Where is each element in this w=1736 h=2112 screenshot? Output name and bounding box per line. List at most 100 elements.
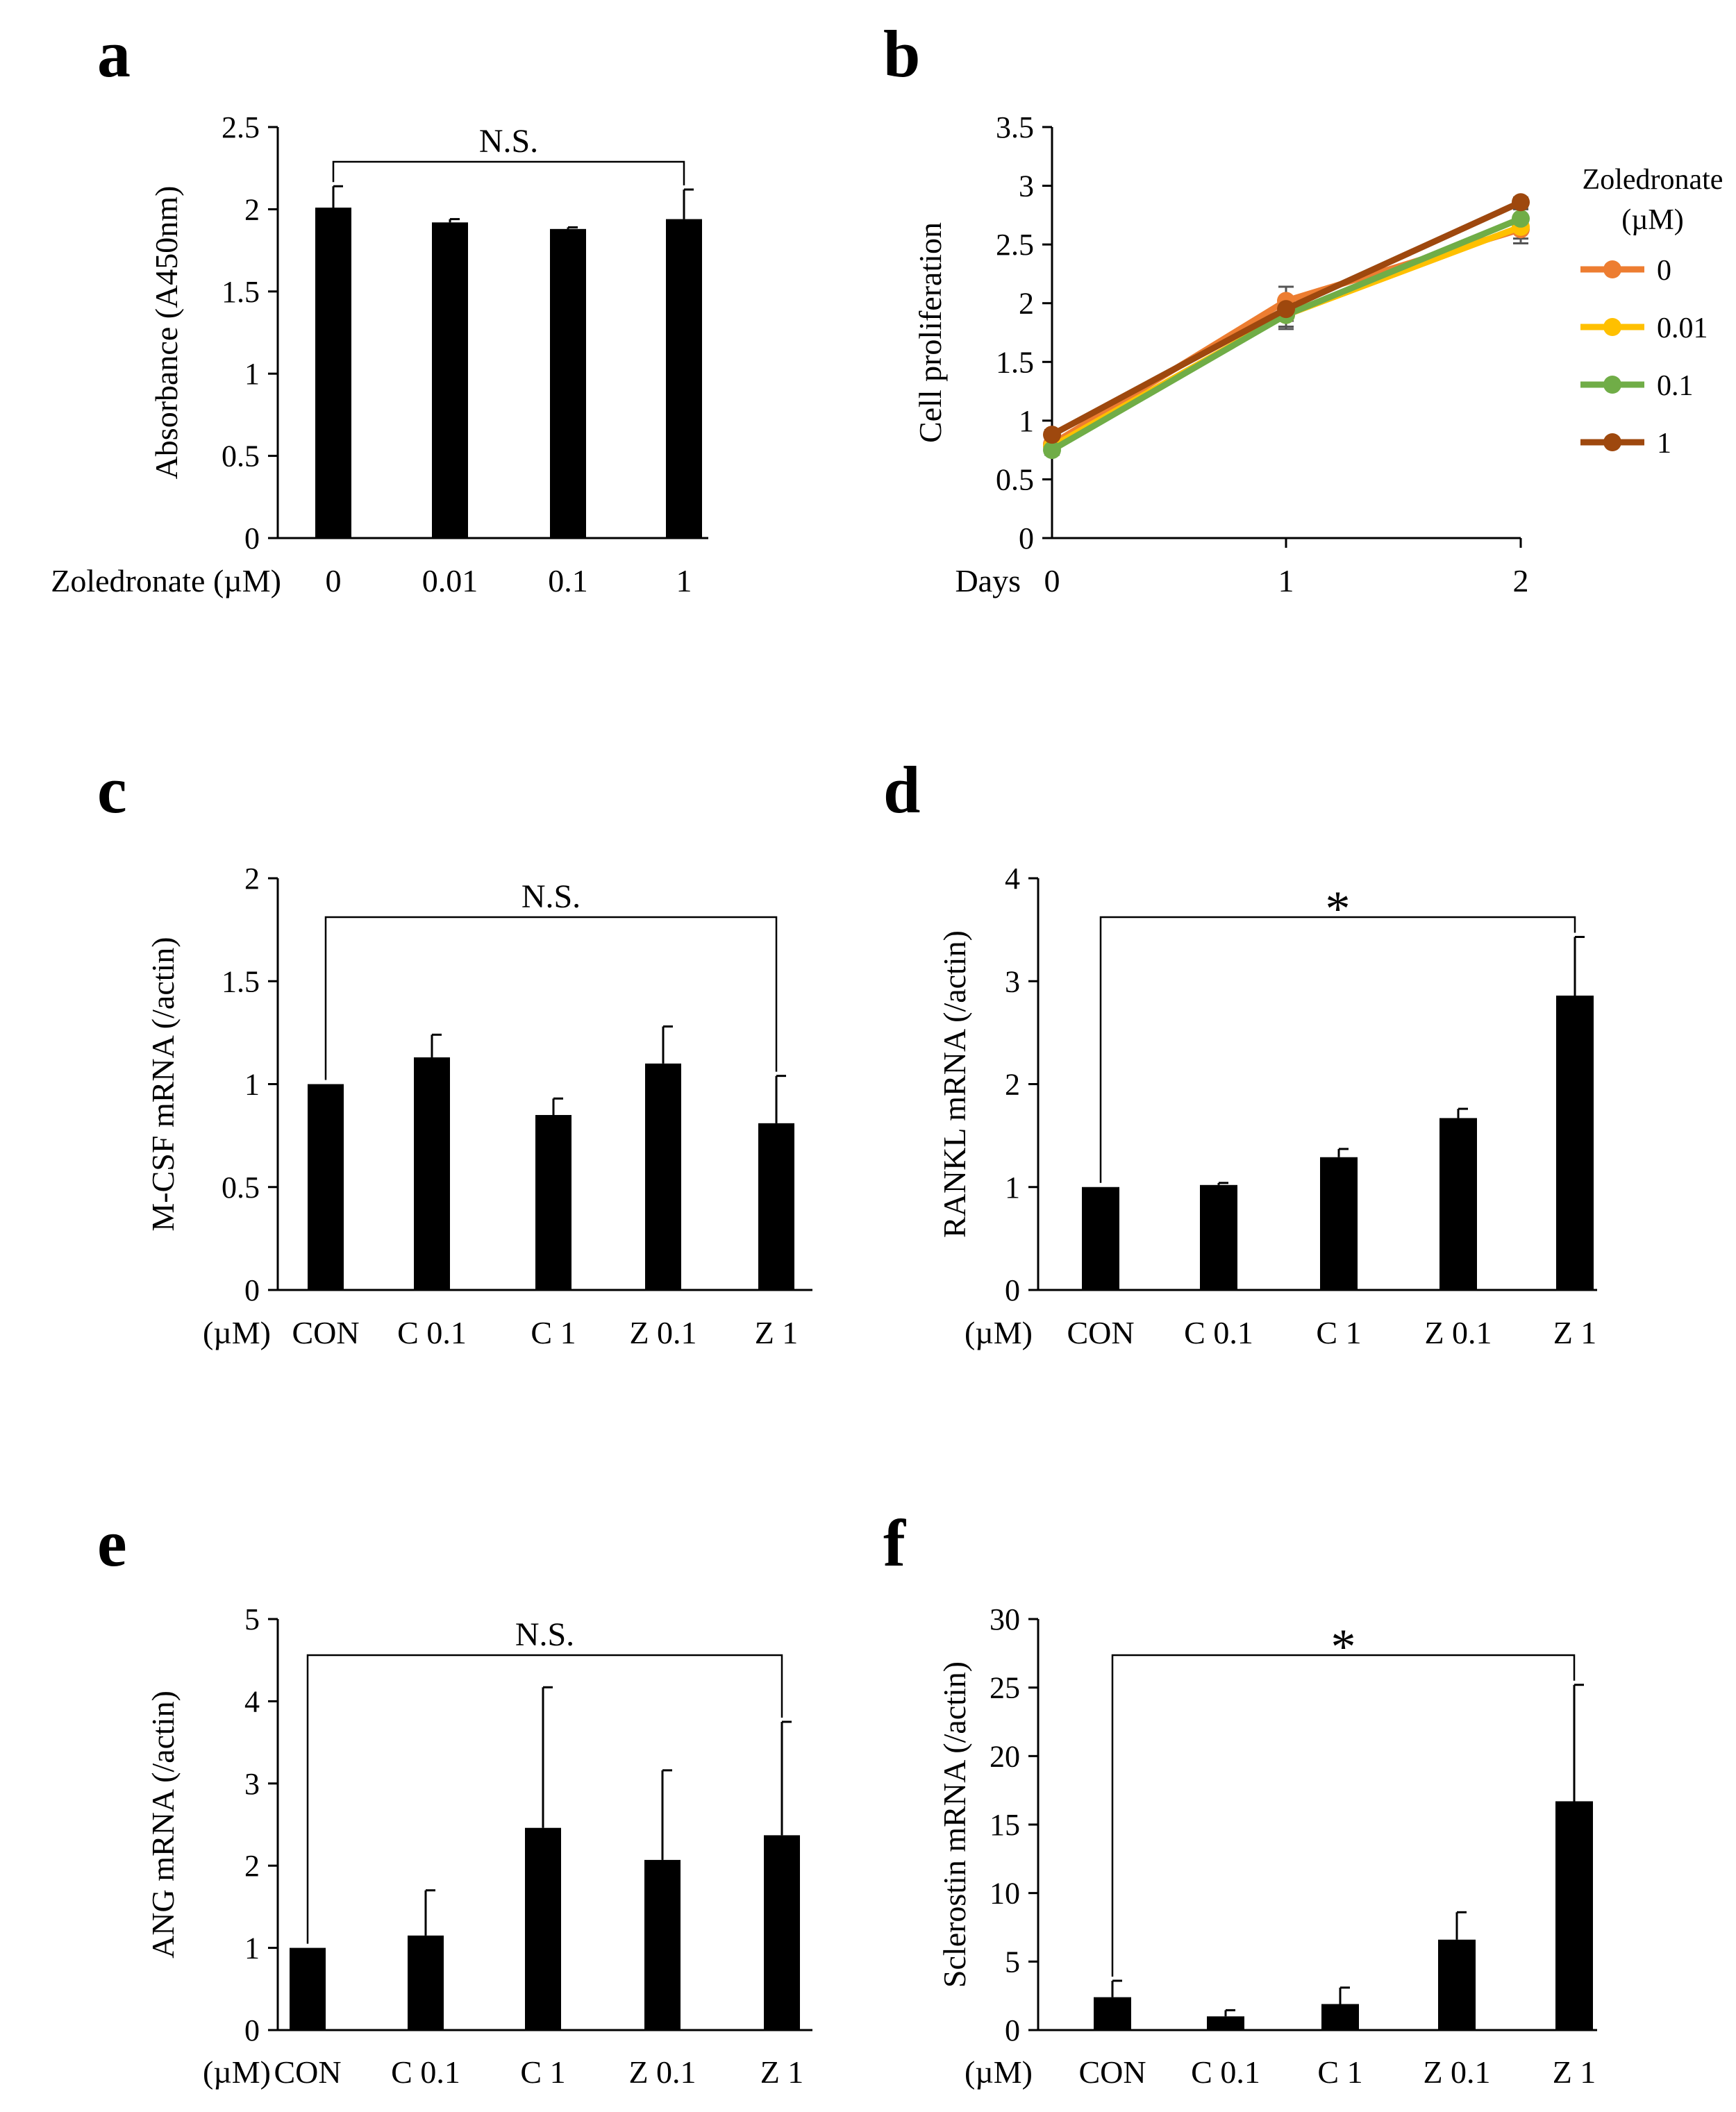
x-tick-label: CON — [292, 1315, 359, 1350]
legend-label: 0 — [1657, 255, 1671, 287]
bar — [1320, 1157, 1358, 1290]
x-axis-title: Zoledronate (µM) — [51, 563, 281, 598]
x-axis-title: (µM) — [203, 1315, 271, 1350]
x-tick-label: 1 — [676, 563, 692, 598]
panel-label: a — [97, 17, 131, 91]
bar — [408, 1935, 444, 2030]
bar — [1082, 1187, 1119, 1290]
legend-label: 1 — [1657, 428, 1671, 460]
x-tick-label: 0.01 — [422, 563, 478, 598]
data-point — [1512, 193, 1530, 212]
x-tick-label: CON — [1067, 1315, 1134, 1350]
y-axis-title: Sclerostin mRNA (/actin) — [937, 1661, 972, 1988]
bar — [1321, 2004, 1359, 2030]
significance-bracket — [306, 1654, 783, 1944]
bar — [644, 1859, 681, 2030]
y-tick-label: 0 — [244, 2013, 260, 2047]
significance-label: * — [1331, 1619, 1356, 1675]
x-tick-label: Z 1 — [1553, 2054, 1596, 2090]
bar — [1200, 1184, 1237, 1290]
bar — [666, 219, 702, 538]
y-tick-label: 0 — [1005, 2013, 1020, 2047]
legend-marker — [1603, 318, 1621, 336]
y-tick-label: 5 — [1005, 1945, 1020, 1979]
significance-label: N.S. — [521, 878, 581, 915]
x-axis-title: (µM) — [965, 1315, 1033, 1350]
x-tick-label: 0 — [326, 563, 342, 598]
x-tick-label: 1 — [1278, 563, 1294, 598]
x-tick-label: 0.1 — [548, 563, 588, 598]
y-tick-label: 0.5 — [996, 462, 1034, 496]
x-axis-title: (µM) — [965, 2054, 1033, 2090]
x-tick-label: C 1 — [531, 1315, 576, 1350]
data-point — [1277, 300, 1295, 319]
x-tick-label: CON — [274, 2054, 341, 2090]
significance-label: * — [1326, 881, 1351, 937]
x-tick-label: C 0.1 — [1184, 1315, 1253, 1350]
x-tick-label: Z 0.1 — [1424, 1315, 1492, 1350]
bar — [645, 1063, 681, 1290]
legend-marker — [1603, 433, 1621, 451]
panel-label: f — [883, 1506, 906, 1580]
y-axis-title: ANG mRNA (/actin) — [145, 1691, 181, 1959]
y-tick-label: 2.5 — [996, 228, 1034, 262]
y-tick-label: 0 — [244, 521, 260, 555]
data-point — [1043, 441, 1061, 460]
y-axis-title: Cell proliferation — [912, 222, 948, 443]
y-tick-label: 0.5 — [222, 439, 260, 473]
y-tick-label: 2 — [244, 862, 260, 896]
panel-a: a 0 0.5 1 1.5 2 2.5 Absorbance (A450nm) 0 0.01 0.1… — [51, 17, 708, 598]
bar — [1207, 2016, 1244, 2030]
y-tick-label: 20 — [990, 1739, 1020, 1773]
y-tick-label: 1 — [244, 1068, 260, 1102]
bar — [535, 1114, 571, 1290]
legend-marker — [1603, 376, 1621, 394]
bar — [758, 1123, 794, 1290]
x-tick-label: C 1 — [520, 2054, 565, 2090]
y-tick-label: 0 — [1019, 521, 1034, 555]
y-tick-label: 2 — [244, 192, 260, 226]
x-tick-label: C 0.1 — [391, 2054, 460, 2090]
significance-bracket — [1099, 916, 1576, 1183]
y-tick-label: 5 — [244, 1602, 260, 1636]
bar — [525, 1827, 561, 2030]
x-axis-title: Days — [955, 563, 1021, 598]
panel-label: c — [97, 753, 127, 827]
y-tick-label: 2.5 — [222, 110, 260, 144]
legend: Zoledronate (µM) 0 0.01 0.1 1 — [1580, 164, 1723, 460]
x-tick-label: Z 1 — [760, 2054, 804, 2090]
y-tick-label: 30 — [990, 1602, 1020, 1636]
y-tick-label: 0.5 — [222, 1171, 260, 1205]
y-tick-label: 10 — [990, 1877, 1020, 1911]
x-tick-label: 0 — [1044, 563, 1060, 598]
significance-bracket — [324, 916, 778, 1080]
bar — [1556, 996, 1594, 1290]
bar — [1438, 1939, 1476, 2030]
x-tick-label: Z 1 — [755, 1315, 799, 1350]
y-tick-label: 3 — [1005, 964, 1020, 998]
y-tick-label: 25 — [990, 1671, 1020, 1705]
y-tick-label: 3.5 — [996, 110, 1034, 144]
y-axis-title: M-CSF mRNA (/actin) — [145, 937, 181, 1231]
data-point — [1043, 426, 1061, 444]
y-tick-label: 2 — [244, 1849, 260, 1883]
y-tick-label: 0 — [1005, 1273, 1020, 1307]
y-tick-label: 1.5 — [222, 964, 260, 998]
y-tick-label: 4 — [1005, 862, 1020, 896]
x-axis-title: (µM) — [203, 2054, 271, 2090]
panel-c: c 0 0.5 1 1.5 2 M-CSF mRNA (/actin) CON C 0.1 C 1… — [97, 753, 812, 1350]
panel-f: f 0 5 10 15 20 25 30 Sclerostin mRNA (/actin) CON… — [883, 1506, 1597, 2090]
x-tick-label: C 1 — [1317, 2054, 1362, 2090]
bar — [414, 1057, 450, 1290]
panel-d: d 0 1 2 3 4 RANKL mRNA (/actin) CON C 0.1 C 1 Z 0.… — [883, 753, 1597, 1350]
legend-title: Zoledronate — [1583, 164, 1724, 196]
data-point — [1512, 209, 1530, 228]
legend-label: 0.1 — [1657, 370, 1694, 402]
panel-label: d — [883, 753, 920, 827]
x-tick-label: C 0.1 — [1191, 2054, 1260, 2090]
y-axis-title: RANKL mRNA (/actin) — [937, 930, 972, 1238]
bar — [290, 1947, 326, 2030]
series-line-0.01 — [1050, 224, 1522, 449]
x-tick-label: Z 0.1 — [629, 1315, 696, 1350]
